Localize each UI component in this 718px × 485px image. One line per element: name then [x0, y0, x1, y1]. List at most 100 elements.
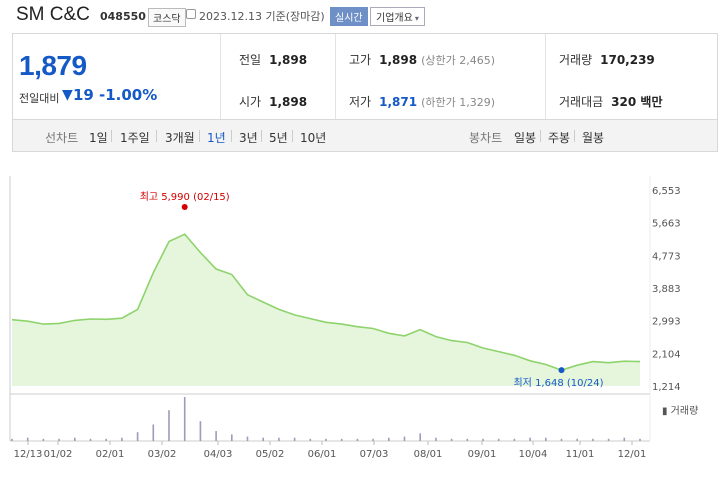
volume-bar: [152, 424, 155, 441]
separator: [261, 130, 262, 142]
volume-bar: [623, 437, 626, 441]
low-label: 저가: [349, 95, 372, 109]
volume-bar: [545, 437, 547, 441]
candle-monthly[interactable]: 월봉: [582, 131, 605, 145]
realtime-button[interactable]: 실시간: [330, 7, 368, 26]
period-1y[interactable]: 1년: [207, 131, 226, 145]
volume-bar: [466, 438, 469, 441]
period-selector: 선차트 1일 1주일 3개월 1년 3년 5년 10년 봉차트 일봉 주봉 월봉: [12, 120, 718, 152]
volume-bar: [639, 438, 641, 441]
y-tick-label: 4,773: [652, 251, 681, 262]
upper-limit: (상한가 2,465): [421, 54, 495, 67]
volume-bar: [482, 438, 484, 441]
open-price: 시가 1,898: [239, 93, 307, 110]
x-tick-label: 04/03: [204, 449, 233, 460]
volume-bar: [26, 437, 29, 441]
min-point-marker: [558, 367, 565, 374]
divider: [335, 34, 336, 119]
volume-label: 거래량: [559, 53, 593, 67]
price-line: [11, 233, 641, 371]
volume-bar: [262, 437, 264, 441]
max-point-marker: [181, 204, 188, 210]
period-5y[interactable]: 5년: [269, 131, 288, 145]
x-tick-label: 09/01: [468, 449, 497, 460]
volume-bar: [419, 433, 421, 441]
chevron-down-icon: ▾: [414, 14, 419, 23]
volume-bar: [199, 421, 202, 441]
volume-bar: [136, 432, 139, 441]
volume-bar: [529, 437, 531, 441]
separator: [231, 130, 232, 142]
volume-bar: [340, 438, 343, 441]
clock-icon: [186, 9, 196, 19]
high-price: 고가 1,898 (상한가 2,465): [349, 51, 495, 68]
volume-bar: [513, 438, 516, 441]
candle-chart-label: 봉차트: [469, 131, 503, 145]
line-chart-label: 선차트: [45, 131, 79, 145]
volume-bar: [11, 438, 13, 441]
price-summary: 1,879 전일대비 ▼ 19 -1.00% 전일 1,898 시가 1,898 고…: [12, 33, 718, 120]
volume-bar: [168, 410, 170, 441]
trade-amount: 거래대금 320 백만: [559, 93, 662, 110]
price-area: [12, 234, 640, 386]
volume-bar: [592, 438, 594, 441]
separator: [292, 130, 293, 142]
volume-bar: [560, 438, 563, 441]
volume-bar: [325, 438, 327, 441]
volume-bar: [309, 438, 312, 441]
separator: [156, 130, 157, 142]
x-tick-label: 03/02: [148, 449, 177, 460]
x-tick-label: 11/01: [566, 449, 595, 460]
volume-bar: [183, 397, 186, 441]
period-3m[interactable]: 3개월: [165, 131, 195, 145]
stock-header: SM C&C 048550 코스닥 2023.12.13 기준(장마감) 실시간…: [0, 0, 718, 32]
volume-bar: [42, 438, 45, 441]
high-value: 1,898: [379, 53, 418, 67]
x-tick-label: 10/04: [519, 449, 548, 460]
volume-bar: [450, 438, 453, 441]
separator: [574, 130, 575, 142]
x-tick-label: 01/02: [44, 449, 73, 460]
lower-limit: (하한가 1,329): [421, 96, 495, 109]
period-1w[interactable]: 1주일: [120, 131, 150, 145]
volume-value: 170,239: [600, 53, 655, 67]
stock-name: SM C&C: [16, 4, 90, 25]
volume-legend: ▮ 거래량: [662, 405, 698, 417]
volume-bar: [74, 437, 76, 441]
x-tick-label: 12/13: [14, 449, 43, 460]
company-info-button[interactable]: 기업개요 ▾: [370, 7, 425, 26]
y-tick-label: 3,883: [652, 284, 681, 295]
company-info-label: 기업개요: [376, 13, 413, 24]
period-1d[interactable]: 1일: [89, 131, 108, 145]
x-tick-label: 07/03: [360, 449, 389, 460]
volume-bar: [246, 436, 249, 441]
separator: [111, 130, 112, 142]
trade-volume: 거래량 170,239: [559, 51, 655, 68]
candle-weekly[interactable]: 주봉: [548, 131, 571, 145]
period-10y[interactable]: 10년: [300, 131, 327, 145]
volume-bar: [105, 438, 107, 441]
x-tick-label: 02/01: [96, 449, 125, 460]
down-arrow-icon: ▼: [62, 87, 73, 103]
volume-bar: [607, 438, 610, 441]
volume-bar: [388, 437, 390, 441]
min-price-label: 최저 1,648 (10/24): [513, 377, 603, 389]
max-price-label: 최고 5,990 (02/15): [140, 191, 230, 203]
volume-bar: [121, 437, 123, 441]
volume-bar: [403, 436, 406, 441]
stock-code: 048550: [100, 10, 146, 23]
x-tick-label: 12/01: [618, 449, 647, 460]
period-3y[interactable]: 3년: [239, 131, 258, 145]
candle-daily[interactable]: 일봉: [514, 131, 537, 145]
volume-bar: [356, 438, 359, 441]
volume-bar: [231, 434, 233, 441]
price-chart[interactable]: 6,553 5,663 4,773 3,883 2,993 2,104 1,214 최고 5,…: [0, 152, 718, 481]
low-price: 저가 1,871 (하한가 1,329): [349, 93, 495, 110]
prev-close: 전일 1,898: [239, 51, 307, 68]
volume-bar: [576, 438, 578, 441]
amount-value: 320 백만: [611, 95, 663, 109]
diff-percent: -1.00%: [99, 86, 158, 104]
volume-bar: [278, 437, 280, 441]
y-tick-label: 5,663: [652, 219, 681, 230]
separator: [199, 130, 200, 142]
